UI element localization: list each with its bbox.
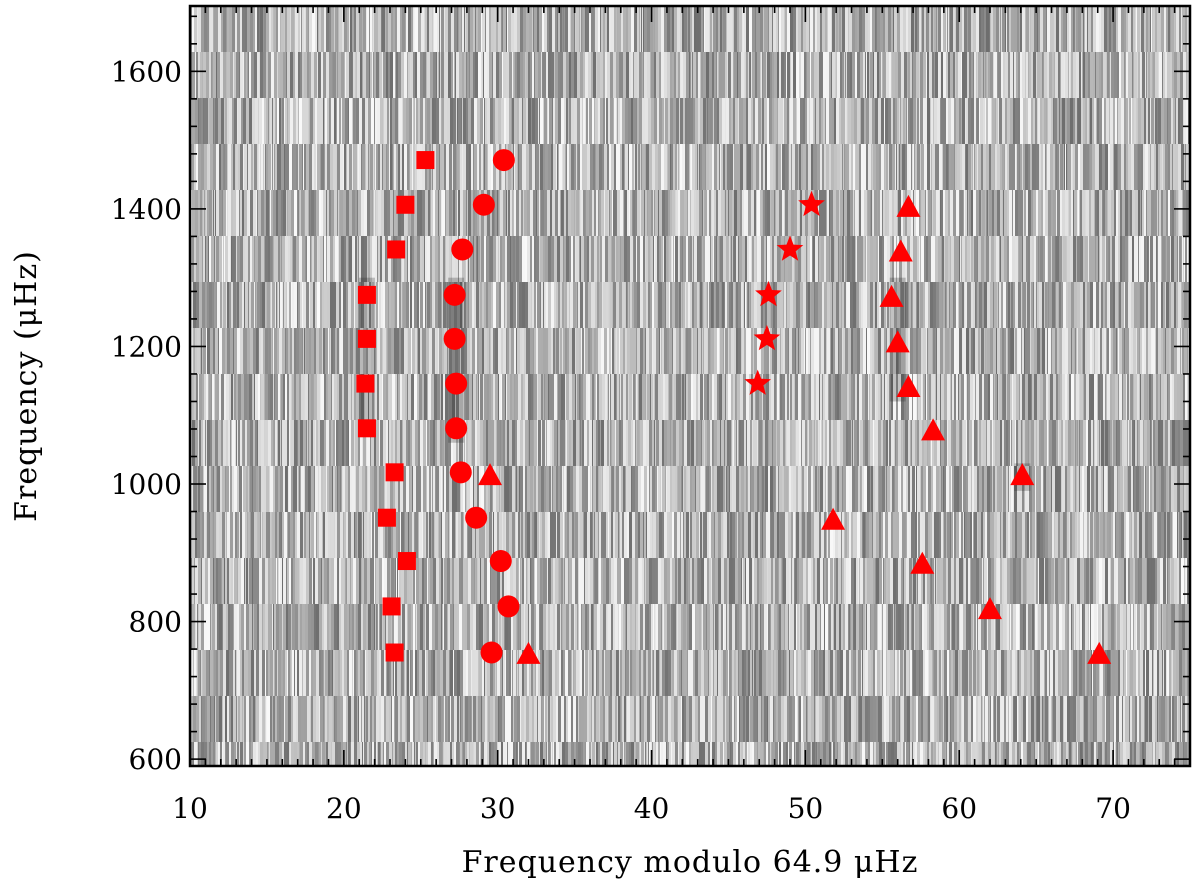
square-marker [387, 240, 406, 259]
triangle-marker [478, 463, 502, 486]
circle-marker [465, 506, 488, 529]
x-tick-label: 20 [326, 792, 362, 825]
y-tick-label: 1400 [111, 193, 182, 226]
triangle-marker [516, 641, 541, 664]
circle-marker [445, 417, 468, 440]
y-tick-label: 1600 [111, 55, 182, 88]
x-tick-label: 50 [788, 792, 824, 825]
y-tick-label: 1000 [111, 468, 182, 501]
triangle-marker [910, 551, 935, 574]
square-marker [377, 508, 396, 527]
data-markers [356, 149, 1112, 664]
y-tick-label: 800 [129, 606, 182, 639]
x-tick-label: 40 [634, 792, 670, 825]
circle-marker [497, 595, 520, 618]
x-tick-labels: 10 20 30 40 50 60 70 [172, 792, 1131, 825]
square-marker [382, 597, 401, 616]
y-tick-label: 600 [129, 743, 182, 776]
square-marker [397, 552, 416, 571]
circle-marker [443, 283, 466, 306]
star-marker [753, 324, 781, 351]
square-marker [396, 195, 415, 214]
star-marker [755, 280, 782, 307]
triangle-marker [1087, 641, 1112, 664]
triangle-marker [896, 375, 921, 398]
square-marker [416, 151, 435, 170]
circle-marker [489, 550, 512, 573]
star-marker [798, 190, 825, 217]
square-marker [357, 419, 376, 438]
x-tick-label: 10 [172, 792, 208, 825]
spectrum-background [190, 6, 1190, 766]
y-tick-labels: 600 800 1000 1200 1400 1600 [111, 55, 182, 776]
square-marker [356, 374, 375, 393]
triangle-marker [1010, 463, 1035, 486]
plot-frame [188, 4, 1192, 768]
star-marker [744, 369, 771, 395]
square-marker [357, 329, 376, 348]
square-marker [357, 285, 376, 304]
circle-marker [449, 461, 472, 484]
triangle-marker [896, 194, 921, 217]
circle-marker [492, 149, 515, 172]
circle-marker [443, 327, 466, 350]
x-tick-label: 60 [941, 792, 977, 825]
triangle-marker [978, 597, 1002, 620]
triangle-marker [821, 507, 846, 530]
y-axis-title: Frequency (μHz) [9, 250, 44, 522]
x-tick-label: 70 [1095, 792, 1131, 825]
triangle-marker [921, 418, 946, 441]
triangle-marker [888, 239, 913, 262]
circle-marker [445, 372, 468, 395]
circle-marker [480, 641, 503, 664]
y-tick-label: 1200 [111, 330, 182, 363]
triangle-marker [885, 330, 910, 353]
square-marker [385, 643, 404, 662]
x-tick-label: 30 [480, 792, 516, 825]
circle-marker [451, 238, 474, 261]
square-marker [385, 463, 404, 482]
triangle-marker [879, 284, 904, 307]
circle-marker [472, 193, 495, 216]
x-axis-title: Frequency modulo 64.9 μHz [462, 845, 919, 880]
axis-ticks [189, 6, 1191, 766]
star-marker [776, 235, 804, 261]
